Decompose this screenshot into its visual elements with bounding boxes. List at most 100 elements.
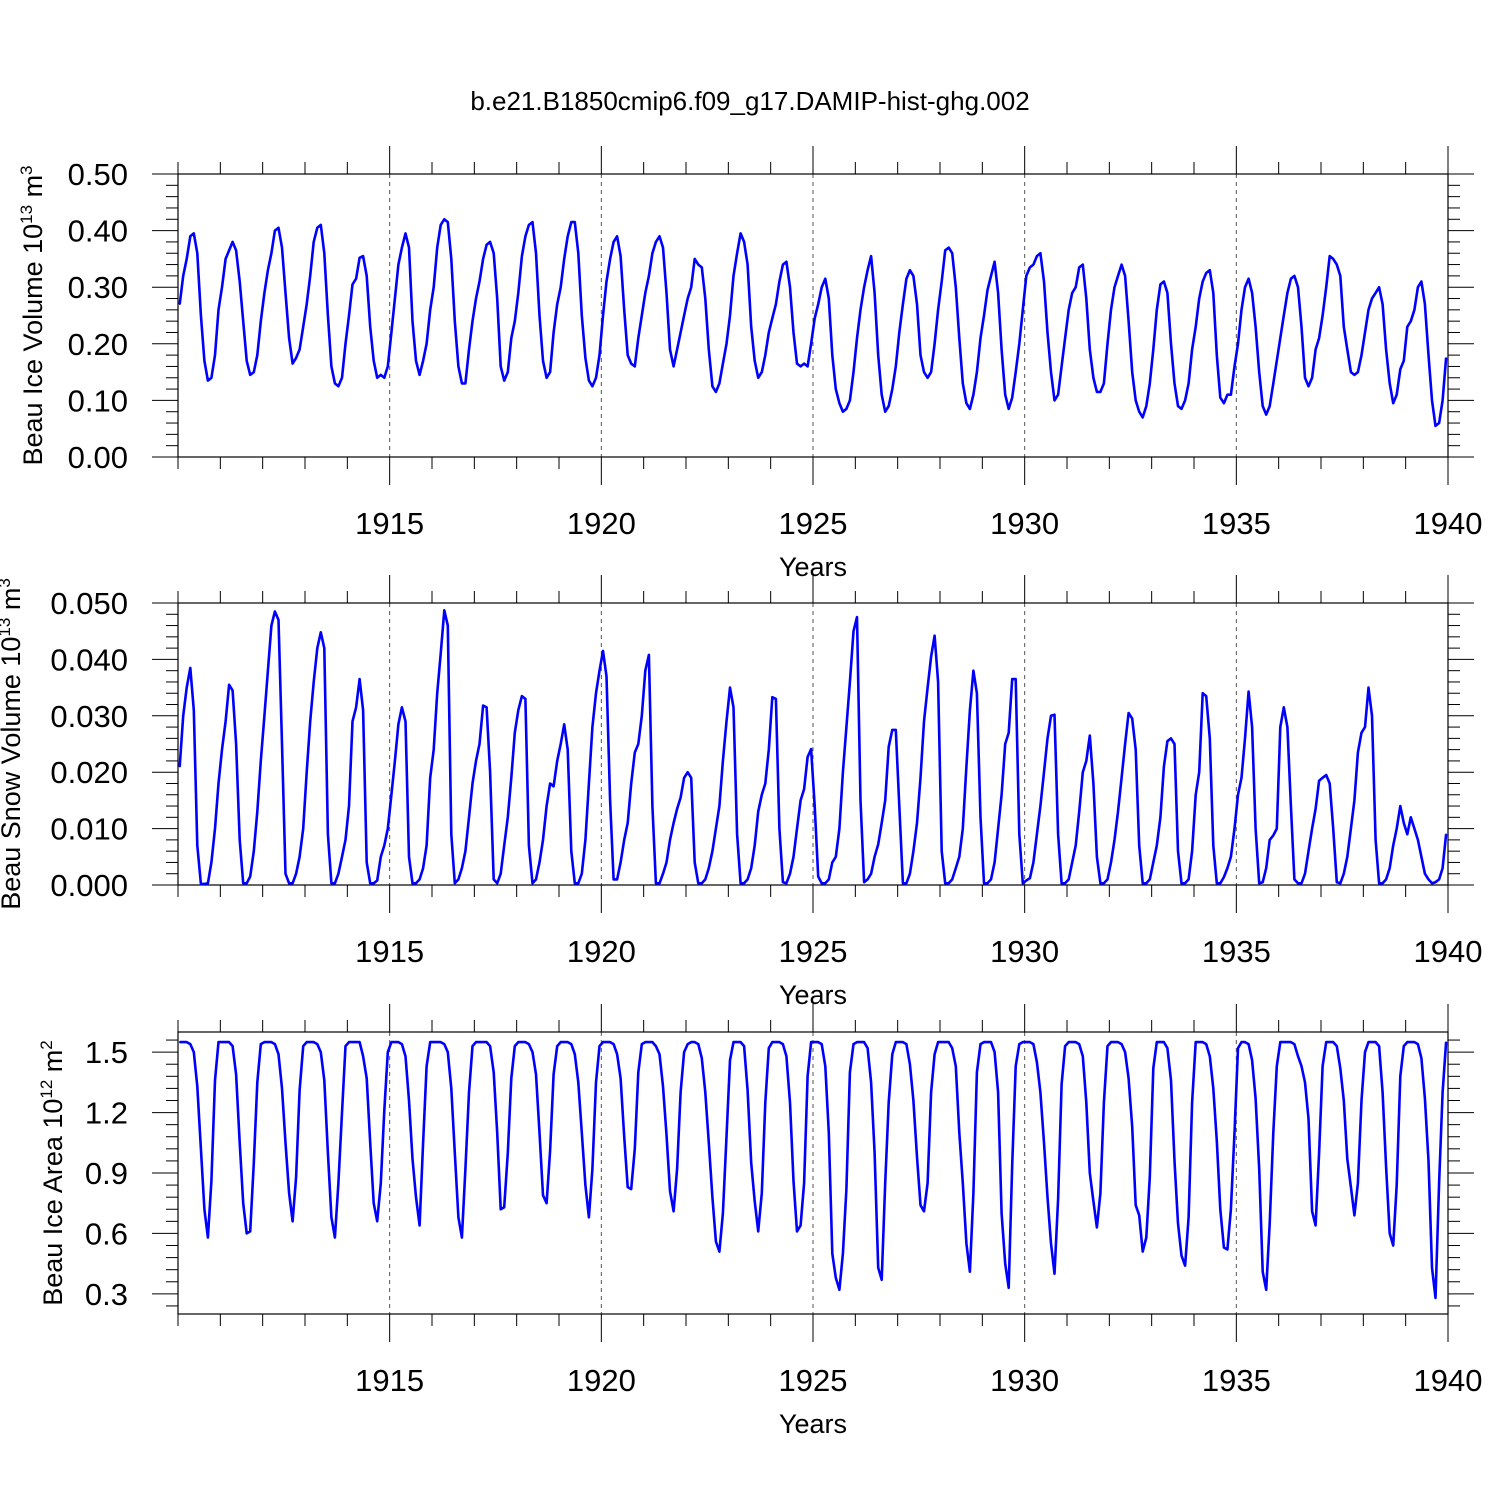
data-point [489,771,491,773]
data-point [514,1045,516,1047]
data-point [1089,734,1091,737]
data-point [665,1133,668,1136]
data-point [824,1065,827,1067]
data-point [609,258,611,260]
data-point [1170,1079,1172,1082]
data-point [1233,827,1236,830]
data-point [641,1043,643,1045]
data-point [1318,337,1320,339]
data-point [394,760,396,762]
data-point [743,1045,745,1047]
data-point [489,1045,491,1047]
data-point [1431,399,1433,402]
data-point [242,1202,244,1204]
data-point [1145,405,1148,407]
data-point [1089,1172,1091,1174]
data-point [1223,1246,1225,1249]
x-tick-label: 1930 [990,934,1059,969]
data-point [256,810,259,813]
data-point [1067,1041,1070,1043]
data-point [1268,839,1271,841]
data-point [425,1065,428,1067]
data-point [411,882,414,885]
panel-ice-volume: 0.00 0.10 0.20 0.30 0.40 0.50 1915 1920 1925 1930… [17,146,1482,582]
data-point [877,843,879,846]
data-point [355,277,357,280]
data-point [380,374,382,376]
data-point [196,252,199,254]
data-point [651,1041,654,1043]
data-point [986,1041,989,1043]
data-point [1209,1055,1211,1057]
data-point [983,882,985,885]
data-point [753,844,756,847]
data-point [669,839,671,841]
data-point [789,872,791,875]
data-point [1427,878,1430,881]
data-point [1438,1182,1440,1184]
data-point [919,354,922,356]
data-point [679,796,682,799]
data-point [796,1230,798,1233]
data-point [1261,881,1264,883]
data-point [743,882,745,885]
data-point [1099,882,1102,885]
data-point [1134,1204,1137,1206]
data-point [549,371,551,373]
data-point [1374,1041,1377,1043]
y-tick-label: 0.20 [68,327,128,362]
data-point [439,1041,442,1043]
data-point [1177,405,1179,407]
data-point [1286,292,1289,294]
data-point [1318,1152,1320,1154]
data-point [415,882,417,885]
data-point [1201,692,1204,694]
data-point [309,275,312,277]
data-point [1205,1043,1207,1045]
data-point [817,1041,819,1043]
data-point [630,1188,632,1190]
data-point [411,1158,414,1160]
data-point [739,882,742,885]
data-point [619,1077,622,1080]
data-point [207,379,209,382]
data-point [1431,882,1433,885]
data-point [1219,1208,1222,1211]
data-point [221,286,223,289]
data-point [679,1091,682,1094]
data-point [1237,794,1239,796]
data-point [295,872,297,875]
data-point [245,1232,248,1235]
data-point [1018,1043,1021,1045]
data-point [880,1279,883,1281]
data-point [581,314,583,317]
data-point [1120,263,1123,266]
data-point [877,1266,879,1269]
data-point [1113,839,1116,841]
data-point [1152,1067,1155,1070]
data-point [873,292,876,294]
data-point [1434,881,1437,883]
data-point [648,275,650,277]
data-point [362,1055,364,1057]
data-point [1395,1184,1398,1186]
data-point [383,1109,386,1112]
data-point [1304,1081,1306,1084]
data-point [443,218,446,221]
data-point [295,357,297,359]
data-point [1106,878,1109,881]
data-point [1106,343,1109,345]
data-point [609,1041,611,1043]
y-tick-label: 0.9 [85,1156,128,1191]
data-point [231,689,234,692]
data-point [1166,740,1169,742]
data-point [217,1041,220,1043]
data-point [270,252,273,254]
data-point [598,1045,601,1047]
data-point [471,1045,474,1047]
data-point [1399,1075,1402,1078]
data-point [217,309,220,311]
data-point [260,760,262,762]
data-point [1293,1043,1296,1045]
data-point [962,827,964,830]
